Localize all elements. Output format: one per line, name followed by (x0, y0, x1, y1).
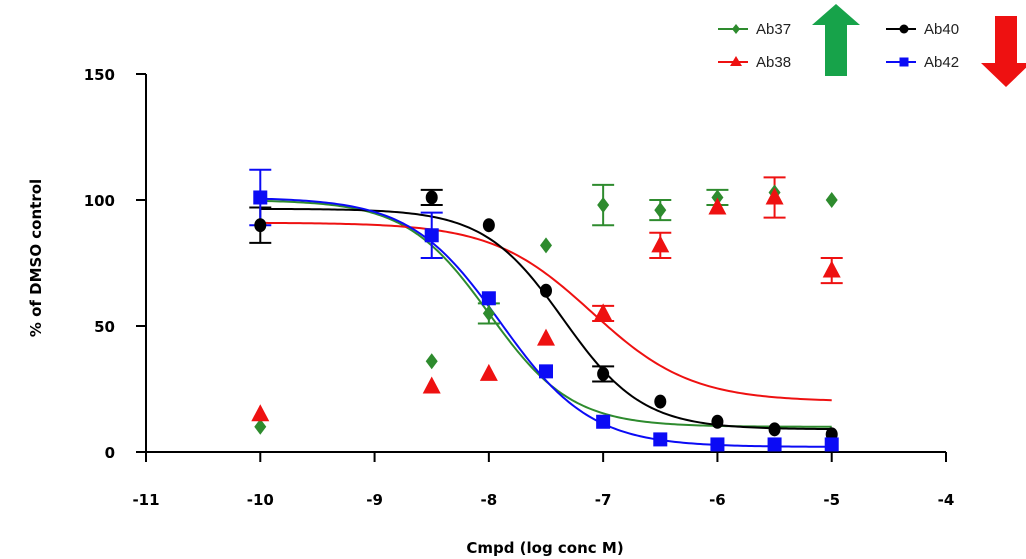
y-tick-label: 100 (84, 192, 115, 210)
error-bars (249, 168, 843, 383)
data-points (251, 184, 841, 452)
legend: Ab37 Ab38 Ab40 Ab42 (718, 4, 1026, 87)
legend-marker (899, 24, 909, 34)
y-axis-title: % of DMSO control (27, 179, 45, 337)
data-point-ab37 (825, 192, 838, 208)
data-point-ab37 (597, 197, 610, 214)
x-axis-title: Cmpd (log conc M) (466, 539, 623, 557)
data-point-ab37 (482, 305, 495, 322)
data-point-ab38 (537, 328, 555, 346)
legend-label-ab38: Ab38 (756, 54, 791, 71)
data-point-ab40 (425, 190, 438, 205)
legend-label-ab37: Ab37 (756, 21, 791, 38)
data-point-ab42 (767, 437, 782, 452)
data-point-ab37 (711, 189, 724, 206)
data-point-ab37 (425, 353, 438, 370)
x-tick-label: -11 (132, 491, 159, 509)
data-point-ab37 (540, 237, 552, 254)
x-tick-label: -4 (938, 491, 955, 509)
y-tick-label: 150 (84, 66, 115, 84)
data-point-ab40 (540, 283, 552, 298)
arrow-down-icon (981, 16, 1026, 87)
axes: -11 -10 -9 -8 -7 -6 -5 -4 0 50 100 150 (84, 66, 955, 509)
data-point-ab37 (654, 202, 667, 219)
x-tick-label: -9 (366, 491, 383, 509)
legend-item-ab42: Ab42 (886, 54, 959, 71)
data-point-ab42 (653, 432, 668, 447)
data-point-ab40 (597, 366, 610, 381)
data-point-ab38 (251, 404, 270, 422)
data-point-ab40 (711, 414, 724, 429)
legend-marker (732, 24, 740, 34)
legend-label-ab42: Ab42 (924, 54, 959, 71)
data-point-ab38 (479, 363, 498, 381)
data-point-ab42 (481, 291, 496, 306)
data-point-ab42 (596, 414, 611, 429)
fit-curves (260, 197, 832, 448)
data-point-ab42 (424, 228, 439, 243)
data-point-ab42 (824, 437, 839, 452)
legend-marker (730, 56, 742, 66)
data-point-ab40 (254, 218, 267, 233)
legend-item-ab37: Ab37 (718, 21, 791, 38)
y-tick-label: 50 (94, 318, 115, 336)
x-tick-label: -5 (823, 491, 840, 509)
data-point-ab38 (708, 197, 727, 215)
x-tick-label: -7 (595, 491, 612, 509)
legend-item-ab40: Ab40 (886, 21, 959, 38)
x-tick-label: -8 (481, 491, 498, 509)
legend-item-ab38: Ab38 (718, 54, 791, 71)
arrow-up-icon (812, 4, 860, 76)
data-point-ab40 (654, 394, 667, 409)
data-point-ab38 (651, 235, 670, 253)
data-point-ab38 (594, 303, 613, 321)
x-tick-label: -10 (247, 491, 274, 509)
data-point-ab37 (254, 418, 267, 435)
data-point-ab40 (768, 422, 781, 437)
data-point-ab42 (710, 437, 725, 452)
data-point-ab38 (765, 187, 784, 205)
data-point-ab38 (422, 376, 441, 394)
x-tick-label: -6 (709, 491, 726, 509)
data-point-ab38 (822, 260, 841, 278)
fit-curve-ab38 (260, 221, 832, 402)
legend-label-ab40: Ab40 (924, 21, 959, 38)
fit-curve-ab37 (260, 199, 832, 428)
data-point-ab40 (482, 218, 495, 233)
fit-curve-ab42 (260, 197, 832, 448)
data-point-ab42 (539, 364, 553, 379)
data-point-ab42 (253, 190, 268, 205)
legend-marker (899, 57, 909, 67)
y-tick-label: 0 (105, 444, 115, 462)
